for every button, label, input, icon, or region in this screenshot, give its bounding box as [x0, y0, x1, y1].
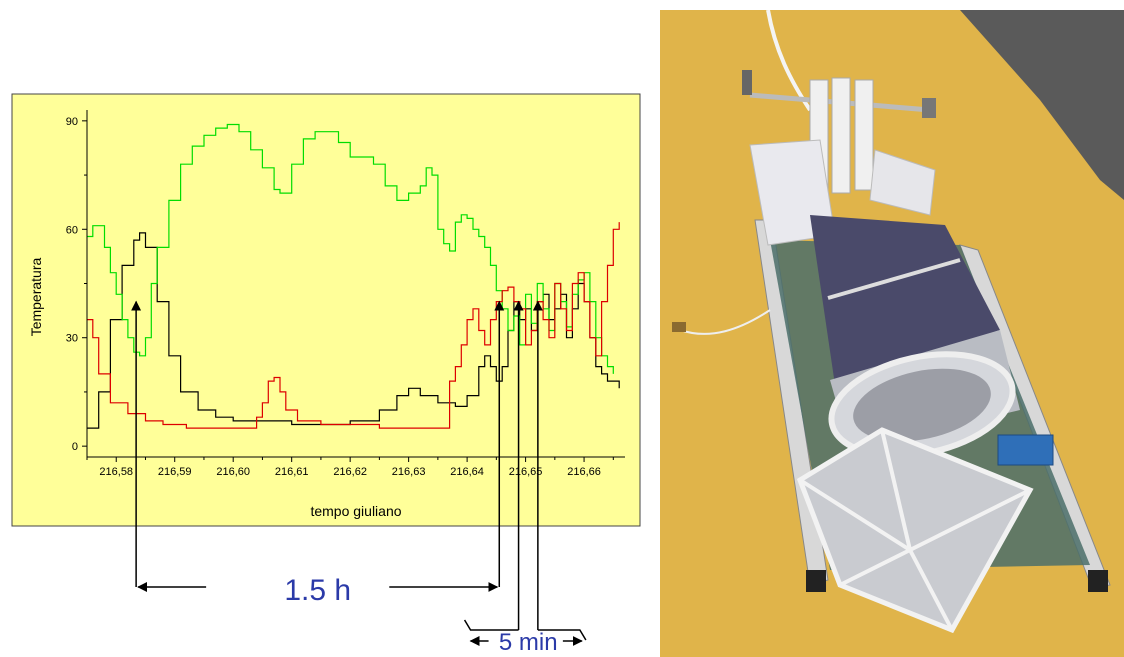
duration-label-5min: 5 min [499, 629, 558, 656]
y-tick-label: 90 [66, 116, 78, 128]
x-tick-label: 216,61 [275, 466, 309, 478]
bracket-left [463, 619, 519, 631]
payload-photo [660, 10, 1124, 657]
x-tick-label: 216,63 [392, 466, 426, 478]
x-ticks: 216,58 216,59 216,60 216,61 216,62 216,63 216,… [86, 457, 614, 478]
x-tick-label: 216,60 [216, 466, 250, 478]
x-tick-label: 216,58 [99, 466, 133, 478]
reflector-icon [796, 427, 1034, 634]
x-tick-label: 216,65 [509, 466, 543, 478]
asphalt-corner [960, 10, 1124, 200]
y-tick-label: 0 [72, 441, 78, 453]
duration-label-1-5h: 1.5 h [284, 574, 351, 607]
x-tick-label: 216,62 [333, 466, 367, 478]
y-ticks: 0 30 60 90 [66, 116, 87, 453]
battery-pack-icon [997, 434, 1054, 466]
foam-pad-icon [869, 149, 936, 216]
temperature-chart: 216,58 216,59 216,60 216,61 216,62 216,63 216,… [11, 93, 641, 527]
series-line-2 [87, 222, 620, 429]
series-line-0 [87, 232, 620, 429]
y-axis-title: Temperatura [28, 257, 44, 336]
x-tick-label: 216,64 [450, 466, 484, 478]
x-tick-label: 216,66 [567, 466, 601, 478]
y-tick-label: 60 [66, 224, 78, 236]
bracket-right [537, 629, 587, 641]
connector-icon [672, 322, 686, 332]
annotation-layer: 1.5 h 5 min [131, 300, 587, 656]
y-tick-label: 30 [66, 333, 78, 345]
x-tick-label: 216,59 [158, 466, 192, 478]
side-cable-icon [679, 309, 771, 335]
plot-area [87, 110, 625, 457]
series-layer [87, 123, 620, 429]
x-axis-title: tempo giuliano [310, 503, 401, 519]
